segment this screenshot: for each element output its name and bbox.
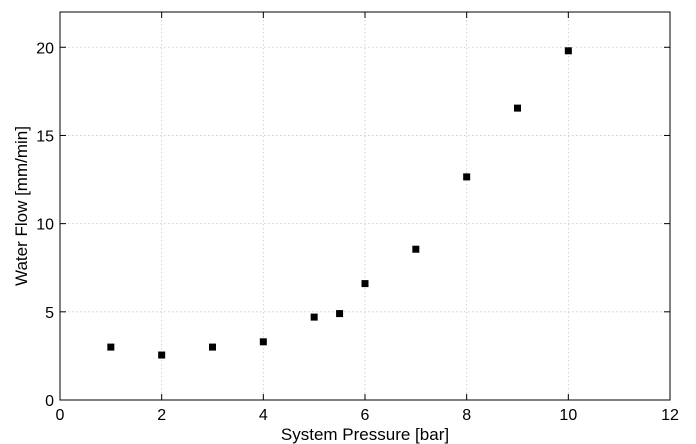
axis-ticks — [59, 12, 671, 401]
data-point — [514, 104, 521, 112]
data-point — [412, 245, 420, 253]
data-point — [336, 310, 344, 318]
data-point — [209, 343, 216, 351]
x-axis-label: System Pressure [bar] — [281, 425, 449, 444]
y-tick-labels: 0 5 10 15 20 — [36, 40, 54, 410]
x-tick-label: 10 — [559, 407, 577, 424]
grid-lines — [60, 12, 670, 400]
y-tick-label: 5 — [45, 305, 54, 322]
x-tick-label: 8 — [462, 407, 471, 424]
x-tick-label: 12 — [661, 407, 679, 424]
x-tick-label: 4 — [259, 407, 268, 424]
data-points — [107, 47, 572, 359]
data-point — [158, 351, 166, 359]
x-tick-label: 2 — [157, 407, 166, 424]
plot-frame — [59, 11, 671, 401]
y-tick-label: 0 — [45, 393, 54, 410]
data-point — [361, 280, 369, 288]
y-tick-label: 10 — [36, 217, 54, 234]
x-tick-label: 0 — [56, 407, 65, 424]
data-point — [259, 338, 267, 346]
y-tick-label: 20 — [36, 40, 54, 57]
y-axis-label: Water Flow [mm/min] — [12, 126, 31, 286]
data-point — [463, 173, 471, 181]
data-point — [564, 47, 572, 55]
x-tick-labels: 0 2 4 6 8 10 12 — [56, 407, 679, 424]
data-point — [107, 343, 115, 351]
y-tick-label: 15 — [36, 128, 54, 145]
x-tick-label: 6 — [361, 407, 370, 424]
data-point — [310, 313, 318, 321]
